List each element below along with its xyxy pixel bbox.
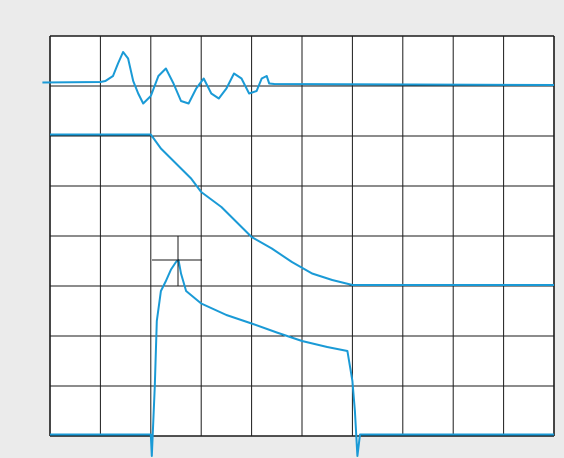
traces [42, 51, 555, 457]
trace-1 [42, 51, 555, 105]
trace-3 [50, 259, 554, 457]
trace-2 [50, 133, 554, 286]
cursor-marker [152, 236, 202, 286]
